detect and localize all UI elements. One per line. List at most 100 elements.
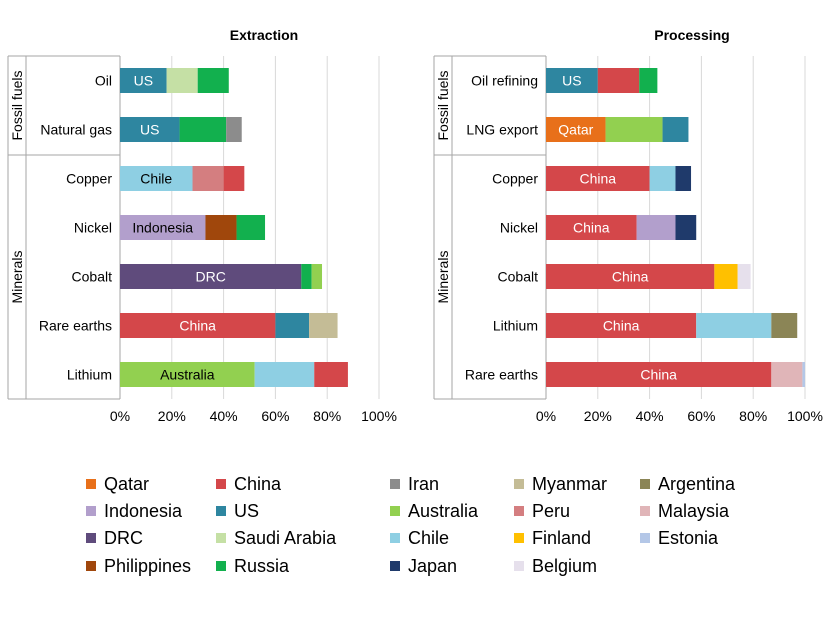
bar-segment-australia (120, 362, 255, 387)
legend-label-finland: Finland (532, 528, 591, 548)
legend-label-chile: Chile (408, 528, 449, 548)
bar-segment-qatar (546, 117, 606, 142)
bar-segment-chile (696, 313, 772, 338)
panel-extraction-tick-label: 60% (261, 408, 289, 424)
legend-label-saudi-arabia: Saudi Arabia (234, 528, 337, 548)
legend-swatch-russia (216, 561, 226, 571)
panel-extraction-tick-label: 20% (158, 408, 186, 424)
legend-swatch-argentina (640, 479, 650, 489)
bar-segment-belgium (737, 264, 751, 289)
legend-swatch-peru (514, 506, 524, 516)
legend-swatch-indonesia (86, 506, 96, 516)
legend-label-drc: DRC (104, 528, 143, 548)
panel-processing-tick-label: 60% (687, 408, 715, 424)
bar-segment-us (546, 68, 598, 93)
bar-segment-us (120, 117, 180, 142)
bar-segment-china (546, 313, 697, 338)
category-label-copper: Copper (492, 171, 538, 187)
category-label-nickel: Nickel (500, 220, 538, 236)
legend-swatch-myanmar (514, 479, 524, 489)
bar-segment-china (546, 166, 650, 191)
legend-label-russia: Russia (234, 556, 290, 576)
bar-segment-philippines (205, 215, 237, 240)
legend-swatch-japan (390, 561, 400, 571)
bar-segment-china (597, 68, 640, 93)
bar-segment-label: China (573, 220, 610, 236)
bar-segment-australia (311, 264, 323, 289)
bar-segment-label: China (612, 269, 649, 285)
bar-segment-russia (197, 68, 229, 93)
category-label-lithium: Lithium (67, 367, 112, 383)
bar-segment-chile (254, 362, 315, 387)
bar-segment-chile (120, 166, 193, 191)
category-label-oil: Oil (95, 73, 112, 89)
bar-segment-russia (301, 264, 312, 289)
bar-segment-russia (236, 215, 266, 240)
bar-segment-label: US (140, 122, 159, 138)
bar-segment-label: China (640, 367, 677, 383)
bar-segment-label: US (562, 73, 581, 89)
bar-segment-china (546, 264, 715, 289)
bar-segment-iran (226, 117, 242, 142)
panel-processing-tick-label: 100% (787, 408, 823, 424)
legend-swatch-drc (86, 533, 96, 543)
legend-label-philippines: Philippines (104, 556, 191, 576)
group-label-minerals: Minerals (435, 251, 451, 304)
group-label-fossil-fuels: Fossil fuels (9, 70, 25, 140)
bar-segment-china (120, 313, 276, 338)
bar-segment-label: Indonesia (132, 220, 193, 236)
legend-label-malaysia: Malaysia (658, 501, 730, 521)
bar-segment-drc (120, 264, 302, 289)
legend-label-belgium: Belgium (532, 556, 597, 576)
bar-segment-us (120, 68, 167, 93)
category-label-oil-refining: Oil refining (471, 73, 538, 89)
group-label-minerals: Minerals (9, 251, 25, 304)
bar-segment-chile (649, 166, 676, 191)
legend-label-china: China (234, 474, 282, 494)
panel-processing-tick-label: 20% (584, 408, 612, 424)
legend-label-myanmar: Myanmar (532, 474, 607, 494)
bar-segment-china (314, 362, 348, 387)
panel-processing-tick-label: 80% (739, 408, 767, 424)
bar-segment-label: China (603, 318, 640, 334)
category-label-cobalt: Cobalt (72, 269, 113, 285)
bar-segment-label: China (580, 171, 617, 187)
bar-segment-us (662, 117, 689, 142)
bar-segment-malaysia (771, 362, 803, 387)
category-label-rare-earths: Rare earths (39, 318, 112, 334)
panel-extraction-tick-label: 0% (110, 408, 130, 424)
legend-label-iran: Iran (408, 474, 439, 494)
bar-segment-label: Chile (140, 171, 172, 187)
legend-swatch-us (216, 506, 226, 516)
legend-swatch-australia (390, 506, 400, 516)
panel-processing-title: Processing (654, 27, 729, 43)
bar-segment-china (546, 362, 772, 387)
legend-label-estonia: Estonia (658, 528, 719, 548)
group-label-fossil-fuels: Fossil fuels (435, 70, 451, 140)
panel-extraction-tick-label: 100% (361, 408, 397, 424)
category-label-nickel: Nickel (74, 220, 112, 236)
legend-swatch-saudi-arabia (216, 533, 226, 543)
legend-swatch-malaysia (640, 506, 650, 516)
bar-segment-finland (714, 264, 738, 289)
legend-label-australia: Australia (408, 501, 479, 521)
bar-segment-estonia (802, 362, 805, 387)
bar-segment-russia (179, 117, 227, 142)
category-label-natural-gas: Natural gas (40, 122, 112, 138)
category-label-cobalt: Cobalt (498, 269, 539, 285)
legend-swatch-belgium (514, 561, 524, 571)
bar-segment-label: Australia (160, 367, 215, 383)
legend-swatch-chile (390, 533, 400, 543)
panel-processing-tick-label: 40% (636, 408, 664, 424)
legend-swatch-iran (390, 479, 400, 489)
legend-label-japan: Japan (408, 556, 457, 576)
bar-segment-indonesia (636, 215, 676, 240)
bar-segment-label: US (134, 73, 153, 89)
category-label-lng-export: LNG export (466, 122, 538, 138)
bar-segment-japan (675, 215, 697, 240)
bar-segment-peru (192, 166, 224, 191)
bar-segment-label: Qatar (558, 122, 593, 138)
panel-extraction-tick-label: 40% (210, 408, 238, 424)
legend-label-argentina: Argentina (658, 474, 736, 494)
bar-segment-china (223, 166, 245, 191)
